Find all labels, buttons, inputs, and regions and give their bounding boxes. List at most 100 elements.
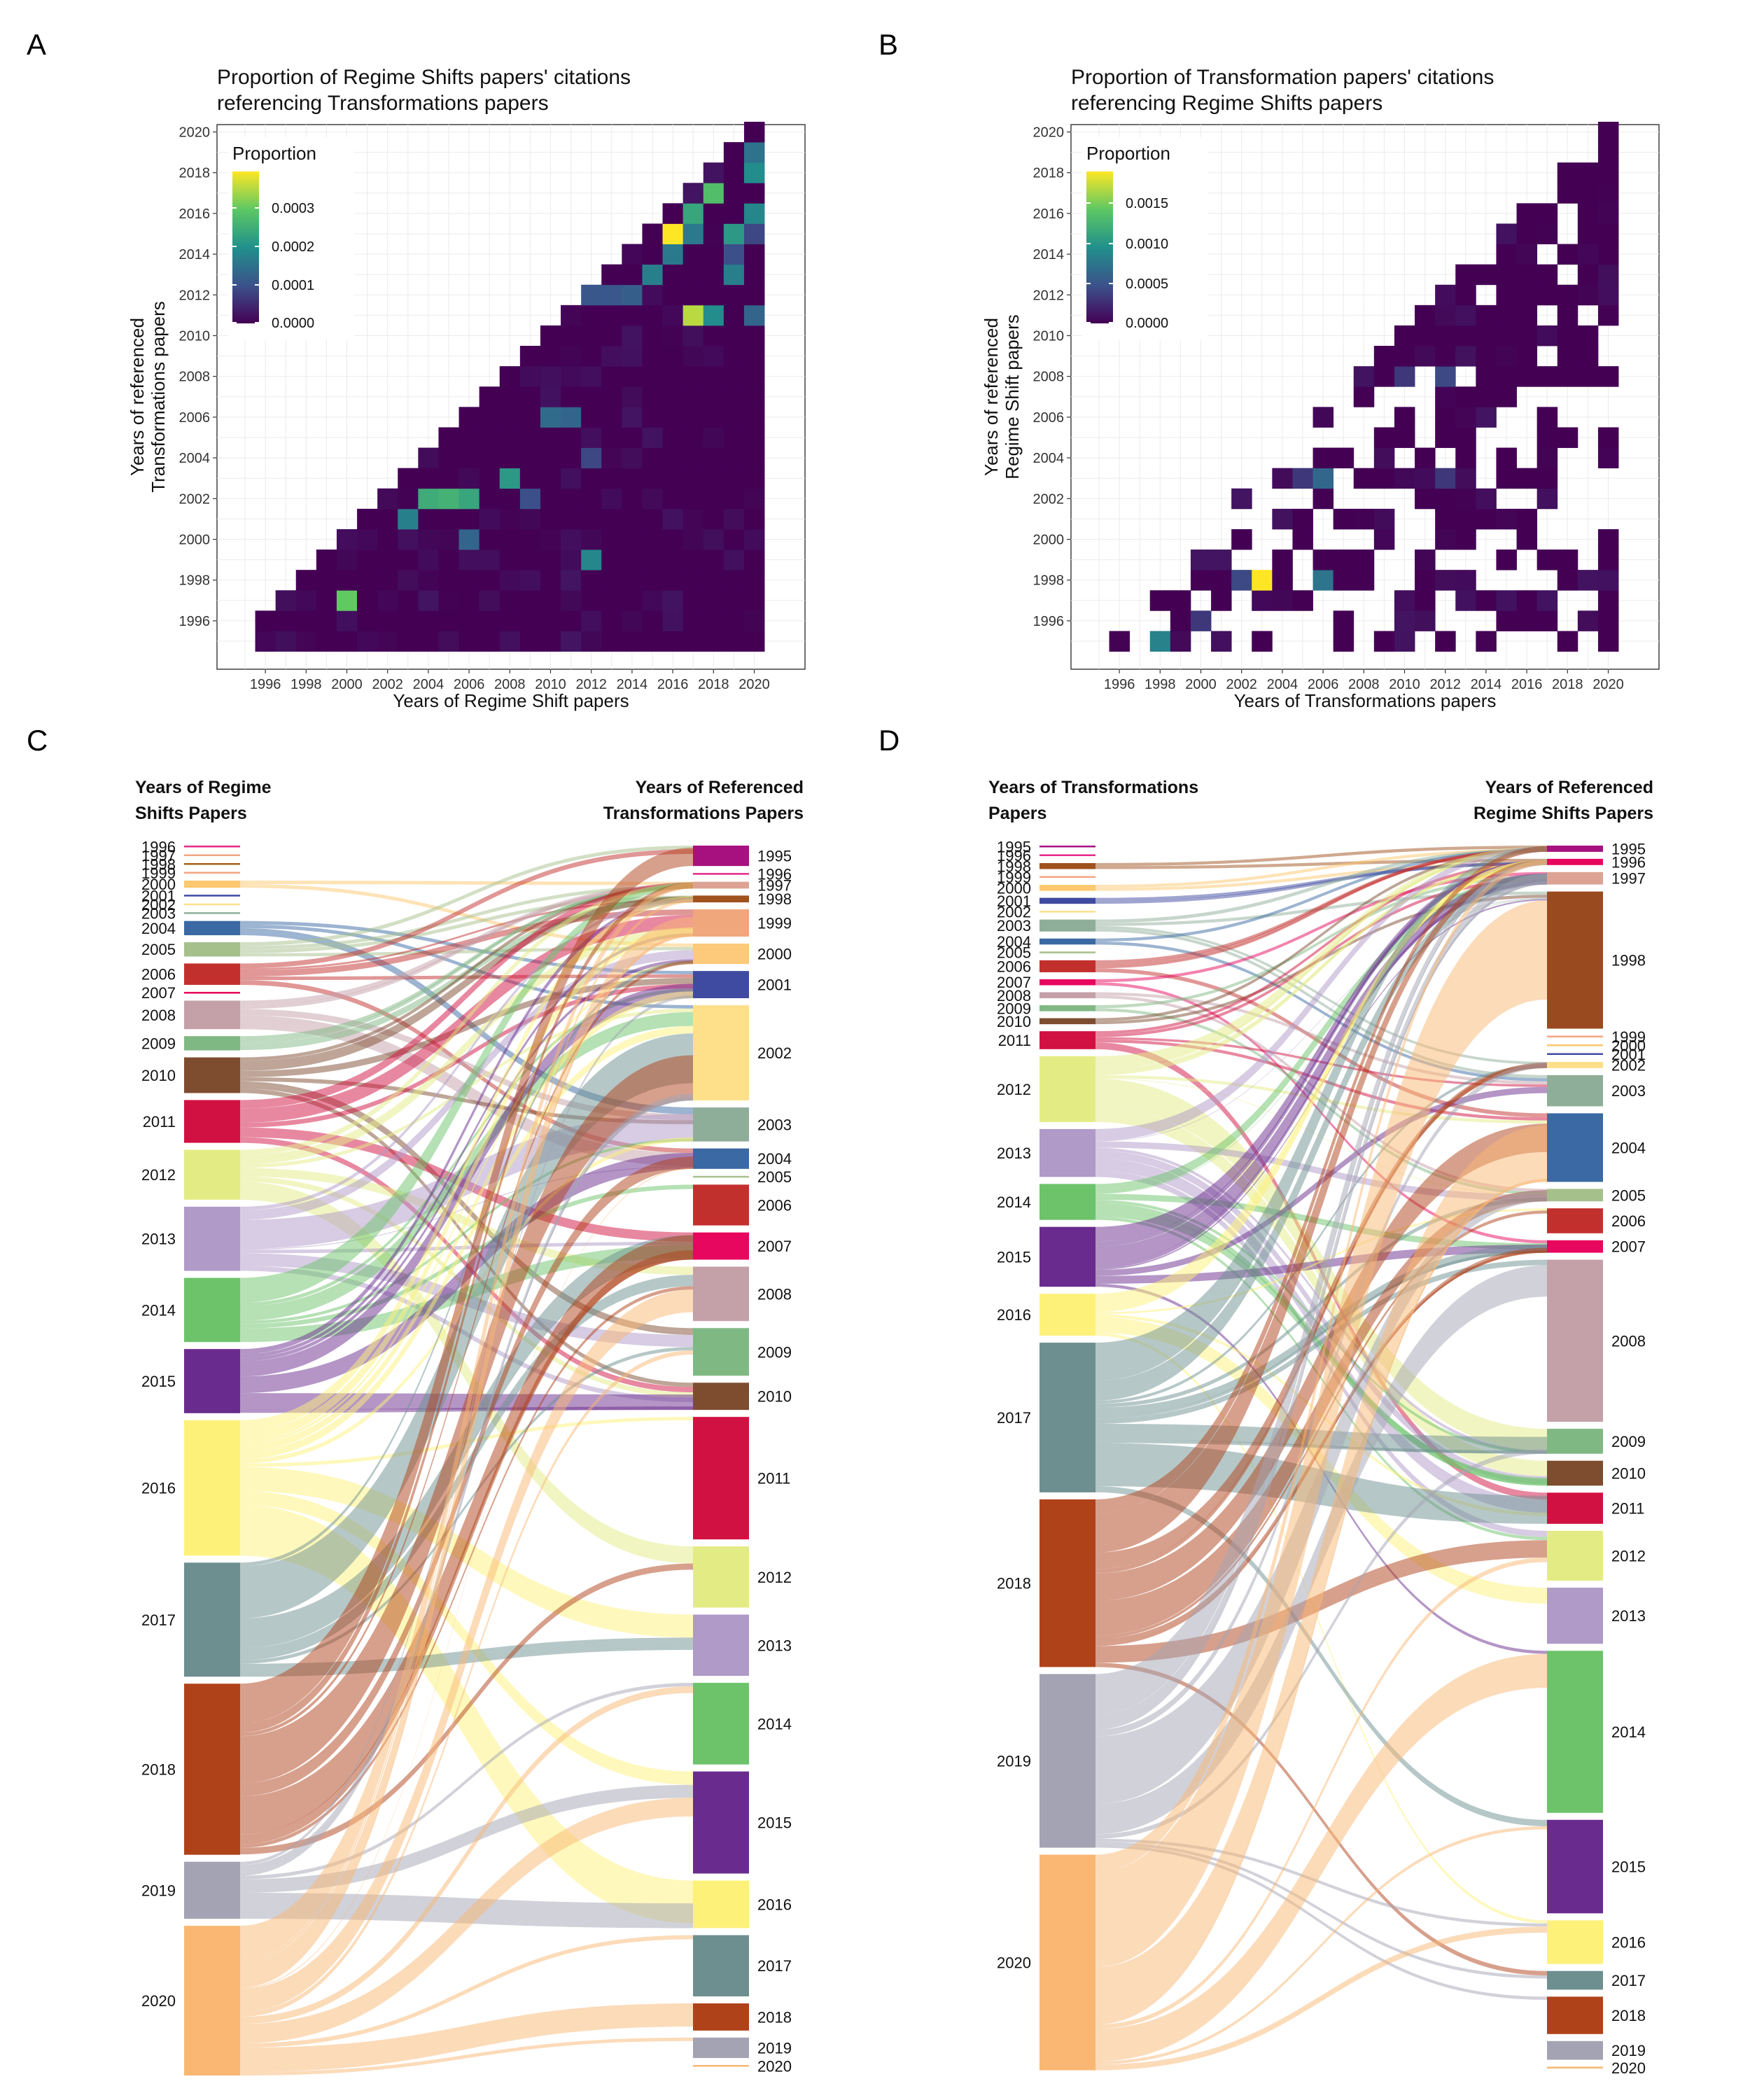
heatmap-cell (682, 610, 704, 631)
y-tick-label: 1996 (179, 614, 211, 629)
sankey-left-node (1040, 846, 1096, 848)
heatmap-cell (622, 631, 643, 652)
heatmap-cell (1597, 570, 1619, 591)
heatmap-cell (540, 488, 561, 510)
heatmap-cell (642, 590, 663, 611)
heatmap-cell (438, 550, 459, 570)
heatmap-cell (398, 570, 419, 591)
sankey-flow (1096, 897, 1547, 1142)
sankey-right-node (1547, 1819, 1603, 1914)
heatmap-cell (1577, 366, 1599, 387)
heatmap-cell (662, 304, 684, 326)
sankey-left-node-label: 2019 (141, 1882, 176, 1899)
heatmap-cell (1312, 550, 1334, 570)
heatmap-cell (418, 447, 439, 469)
sankey-flow (1096, 928, 1547, 1079)
heatmap-cell (1557, 304, 1578, 326)
heatmap-cell (642, 631, 663, 652)
sankey-right-node (1547, 1208, 1603, 1233)
heatmap-cell (1435, 508, 1456, 530)
sankey-left-node-label: 2014 (141, 1301, 176, 1319)
heatmap-cell (703, 590, 724, 611)
heatmap-cell (1435, 488, 1456, 510)
heatmap-cell (601, 284, 622, 306)
x-tick-label: 2000 (331, 677, 363, 692)
sankey-flow (1096, 1209, 1547, 1486)
heatmap-cell (622, 610, 643, 631)
heatmap-cell (519, 366, 541, 387)
sankey-left-node-label: 2020 (997, 1954, 1031, 1972)
sankey-left-node (184, 1926, 240, 2076)
heatmap-cell (703, 223, 724, 244)
heatmap-cell (662, 508, 684, 530)
heatmap-cell (642, 508, 663, 530)
heatmap-cell (1231, 488, 1252, 510)
sankey-right-node-label: 2014 (1611, 1723, 1646, 1741)
heatmap-cell (622, 264, 643, 286)
heatmap-cell (1333, 610, 1354, 631)
sankey-flow (1096, 1332, 1547, 1924)
heatmap-cell (479, 488, 500, 510)
heatmap-cell (743, 244, 765, 265)
heatmap-cell (743, 590, 765, 611)
heatmap-cell (418, 550, 439, 570)
sankey-right-node-label: 2005 (757, 1168, 792, 1186)
sankey-right-node-label: 2011 (1611, 1500, 1644, 1518)
heatmap-cell (540, 631, 561, 652)
sankey-left-node-label: 2010 (997, 1013, 1031, 1030)
sankey-right-node (693, 2003, 749, 2031)
sankey-flow (240, 1081, 693, 1332)
sankey-flow (1096, 995, 1547, 1192)
sankey-flow (1096, 941, 1547, 1082)
heatmap-a-ticks: 1996 1998 2000 2002 2004 2006 2008 2010 2012 2014… (179, 125, 770, 693)
x-tick-label: 2004 (413, 677, 444, 692)
heatmap-cell (561, 304, 582, 326)
heatmap-cell (743, 528, 765, 550)
sankey-right-node-label: 2012 (1611, 1547, 1646, 1564)
sankey-right-node-label: 2017 (1611, 1972, 1646, 1989)
sankey-right-node-label: 2004 (1611, 1139, 1646, 1156)
heatmap-cell (1577, 346, 1599, 367)
heatmap-cell (1597, 121, 1619, 143)
heatmap-cell (662, 386, 684, 407)
heatmap-cell (581, 631, 602, 652)
heatmap-cell (743, 203, 765, 224)
heatmap-cell (1353, 366, 1375, 387)
heatmap-cell (1190, 550, 1212, 570)
heatmap-cell (601, 325, 622, 346)
heatmap-cell (1455, 528, 1476, 550)
sankey-right-node-label: 1998 (757, 890, 792, 908)
heatmap-cell (316, 550, 337, 570)
sankey-left-node-label: 2015 (997, 1248, 1031, 1266)
heatmap-cell (1149, 590, 1171, 611)
heatmap-cell (662, 468, 684, 489)
heatmap-cell (723, 366, 745, 387)
sankey-right-node (1547, 858, 1603, 865)
heatmap-cell (336, 610, 358, 631)
heatmap-cell (642, 346, 663, 367)
sankey-flow (1096, 1844, 1547, 2000)
heatmap-cell (1577, 183, 1599, 204)
sankey-flow (1096, 862, 1547, 891)
y-tick-label: 1998 (179, 573, 211, 589)
sankey-right-node-label: 1997 (757, 877, 792, 895)
sankey-right-node-label: 2017 (757, 1957, 792, 1975)
heatmap-cell (1353, 386, 1375, 407)
heatmap-cell (1170, 631, 1191, 652)
heatmap-cell (499, 590, 521, 611)
heatmap-cell (723, 610, 745, 631)
heatmap-cell (540, 366, 561, 387)
heatmap-cell (682, 528, 704, 550)
heatmap-b-colorbar-ticks (1086, 202, 1113, 323)
heatmap-cell (1597, 427, 1619, 448)
sankey-flow (240, 991, 693, 1452)
heatmap-cell (622, 386, 643, 407)
heatmap-cell (519, 590, 541, 611)
heatmap-b-title-line2: referencing Regime Shifts papers (1071, 92, 1382, 115)
sankey-left-node (1040, 992, 1096, 999)
sankey-right-node-label: 2000 (757, 946, 792, 963)
y-tick-label: 2002 (1033, 491, 1065, 507)
heatmap-cell (601, 631, 622, 652)
sankey-flow (1096, 1196, 1547, 1250)
heatmap-cell (377, 528, 398, 550)
